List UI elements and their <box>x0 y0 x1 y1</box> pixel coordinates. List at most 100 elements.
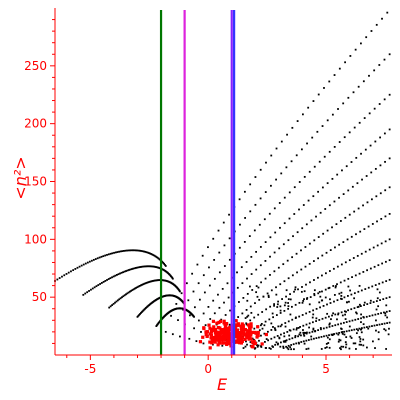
scatter-point <box>325 342 328 345</box>
branch-point-0 <box>98 256 101 259</box>
cluster-point <box>245 336 249 340</box>
scatter-point <box>274 328 277 331</box>
curve-point-5 <box>371 198 373 201</box>
cluster-point <box>220 331 224 335</box>
cluster-point <box>202 326 206 331</box>
curve-point-11 <box>300 334 302 337</box>
scatter-point <box>321 299 324 302</box>
branch-point-2 <box>109 305 112 308</box>
curve-point-0 <box>259 168 262 171</box>
branch-point-1 <box>146 265 149 268</box>
scatter-point <box>340 327 342 330</box>
cluster-point <box>218 319 223 324</box>
curve-point-0 <box>307 106 310 109</box>
branch-point-1 <box>135 267 137 269</box>
curve-point-11 <box>383 311 385 314</box>
curve-point-6 <box>228 323 231 326</box>
curve-point-7 <box>285 295 287 298</box>
curve-point-4 <box>388 157 391 160</box>
branch-point-2 <box>108 306 111 309</box>
curve-point-8 <box>347 277 350 280</box>
branch-point-1 <box>158 267 161 270</box>
scatter-point <box>358 336 361 338</box>
curve-point-4 <box>379 164 382 167</box>
curve-point-6 <box>266 292 269 295</box>
curve-point-12 <box>348 329 351 332</box>
curve-point-9 <box>367 286 370 289</box>
scatter-point <box>335 285 337 287</box>
curve-point-6 <box>317 257 319 260</box>
curve-point-3 <box>331 177 334 180</box>
scatter-point <box>271 312 274 315</box>
curve-point-12 <box>287 344 290 347</box>
curve-point-3 <box>312 195 315 198</box>
cluster-point <box>226 333 230 337</box>
curve-point-0 <box>265 161 267 164</box>
branch-point-0 <box>164 263 166 266</box>
curve-point-7 <box>301 286 303 288</box>
curve-point-11 <box>385 310 388 313</box>
cluster-point <box>240 322 244 326</box>
curve-point-12 <box>292 343 295 346</box>
curve-point-0 <box>249 183 252 186</box>
curve-point-3 <box>212 299 215 302</box>
curve-point-0 <box>170 314 172 317</box>
branch-point-0 <box>157 257 160 260</box>
cluster-point <box>239 337 243 341</box>
curve-point-9 <box>277 325 280 328</box>
curve-point-7 <box>384 240 387 243</box>
cluster-point <box>224 325 228 329</box>
curve-point-9 <box>301 314 304 316</box>
curve-point-5 <box>277 266 280 269</box>
scatter-point <box>294 334 297 337</box>
scatter-point <box>278 336 281 339</box>
curve-point-7 <box>388 238 391 241</box>
branch-point-2 <box>138 285 141 287</box>
curve-point-9 <box>260 334 262 337</box>
branch-point-2 <box>111 304 114 306</box>
curve-point-12 <box>388 321 391 324</box>
curve-point-2 <box>208 284 211 287</box>
scatter-point <box>367 327 370 330</box>
curve-point-7 <box>245 322 248 325</box>
curve-point-10 <box>264 341 266 343</box>
scatter-point <box>378 291 381 294</box>
scatter-point <box>273 304 275 307</box>
curve-point-11 <box>351 319 354 322</box>
curve-point-4 <box>209 318 212 320</box>
curve-point-8 <box>283 309 286 312</box>
curve-point-8 <box>291 305 293 308</box>
curve-point-9 <box>305 312 308 315</box>
branch-point-1 <box>107 278 110 280</box>
cluster-point <box>250 340 254 344</box>
scatter-point <box>360 328 363 331</box>
curve-point-11 <box>360 317 362 320</box>
curve-point-10 <box>321 317 324 320</box>
curve-point-7 <box>289 293 291 296</box>
curve-point-12 <box>373 324 376 327</box>
curve-point-6 <box>241 312 244 315</box>
curve-point-8 <box>317 292 320 295</box>
scatter-point <box>303 290 306 293</box>
cluster-point <box>216 325 220 330</box>
curve-point-5 <box>313 239 316 242</box>
scatter-point <box>302 329 304 331</box>
scatter-point <box>324 296 327 299</box>
scatter-point <box>377 338 380 341</box>
curve-point-1 <box>331 113 334 116</box>
branch-point-2 <box>144 282 147 285</box>
curve-point-8 <box>343 279 346 282</box>
scatter-point <box>375 329 377 332</box>
curve-point-5 <box>282 263 285 266</box>
branch-point-1 <box>120 271 123 274</box>
curve-point-6 <box>312 260 315 262</box>
curve-point-2 <box>193 306 196 309</box>
cluster-point <box>235 339 239 343</box>
curve-point-10 <box>359 305 362 307</box>
curve-point-11 <box>340 322 342 325</box>
cluster-point <box>256 330 260 335</box>
scatter-point <box>259 324 262 327</box>
curve-point-5 <box>229 309 231 312</box>
curve-point-12 <box>368 325 371 328</box>
cluster-point <box>228 328 232 332</box>
